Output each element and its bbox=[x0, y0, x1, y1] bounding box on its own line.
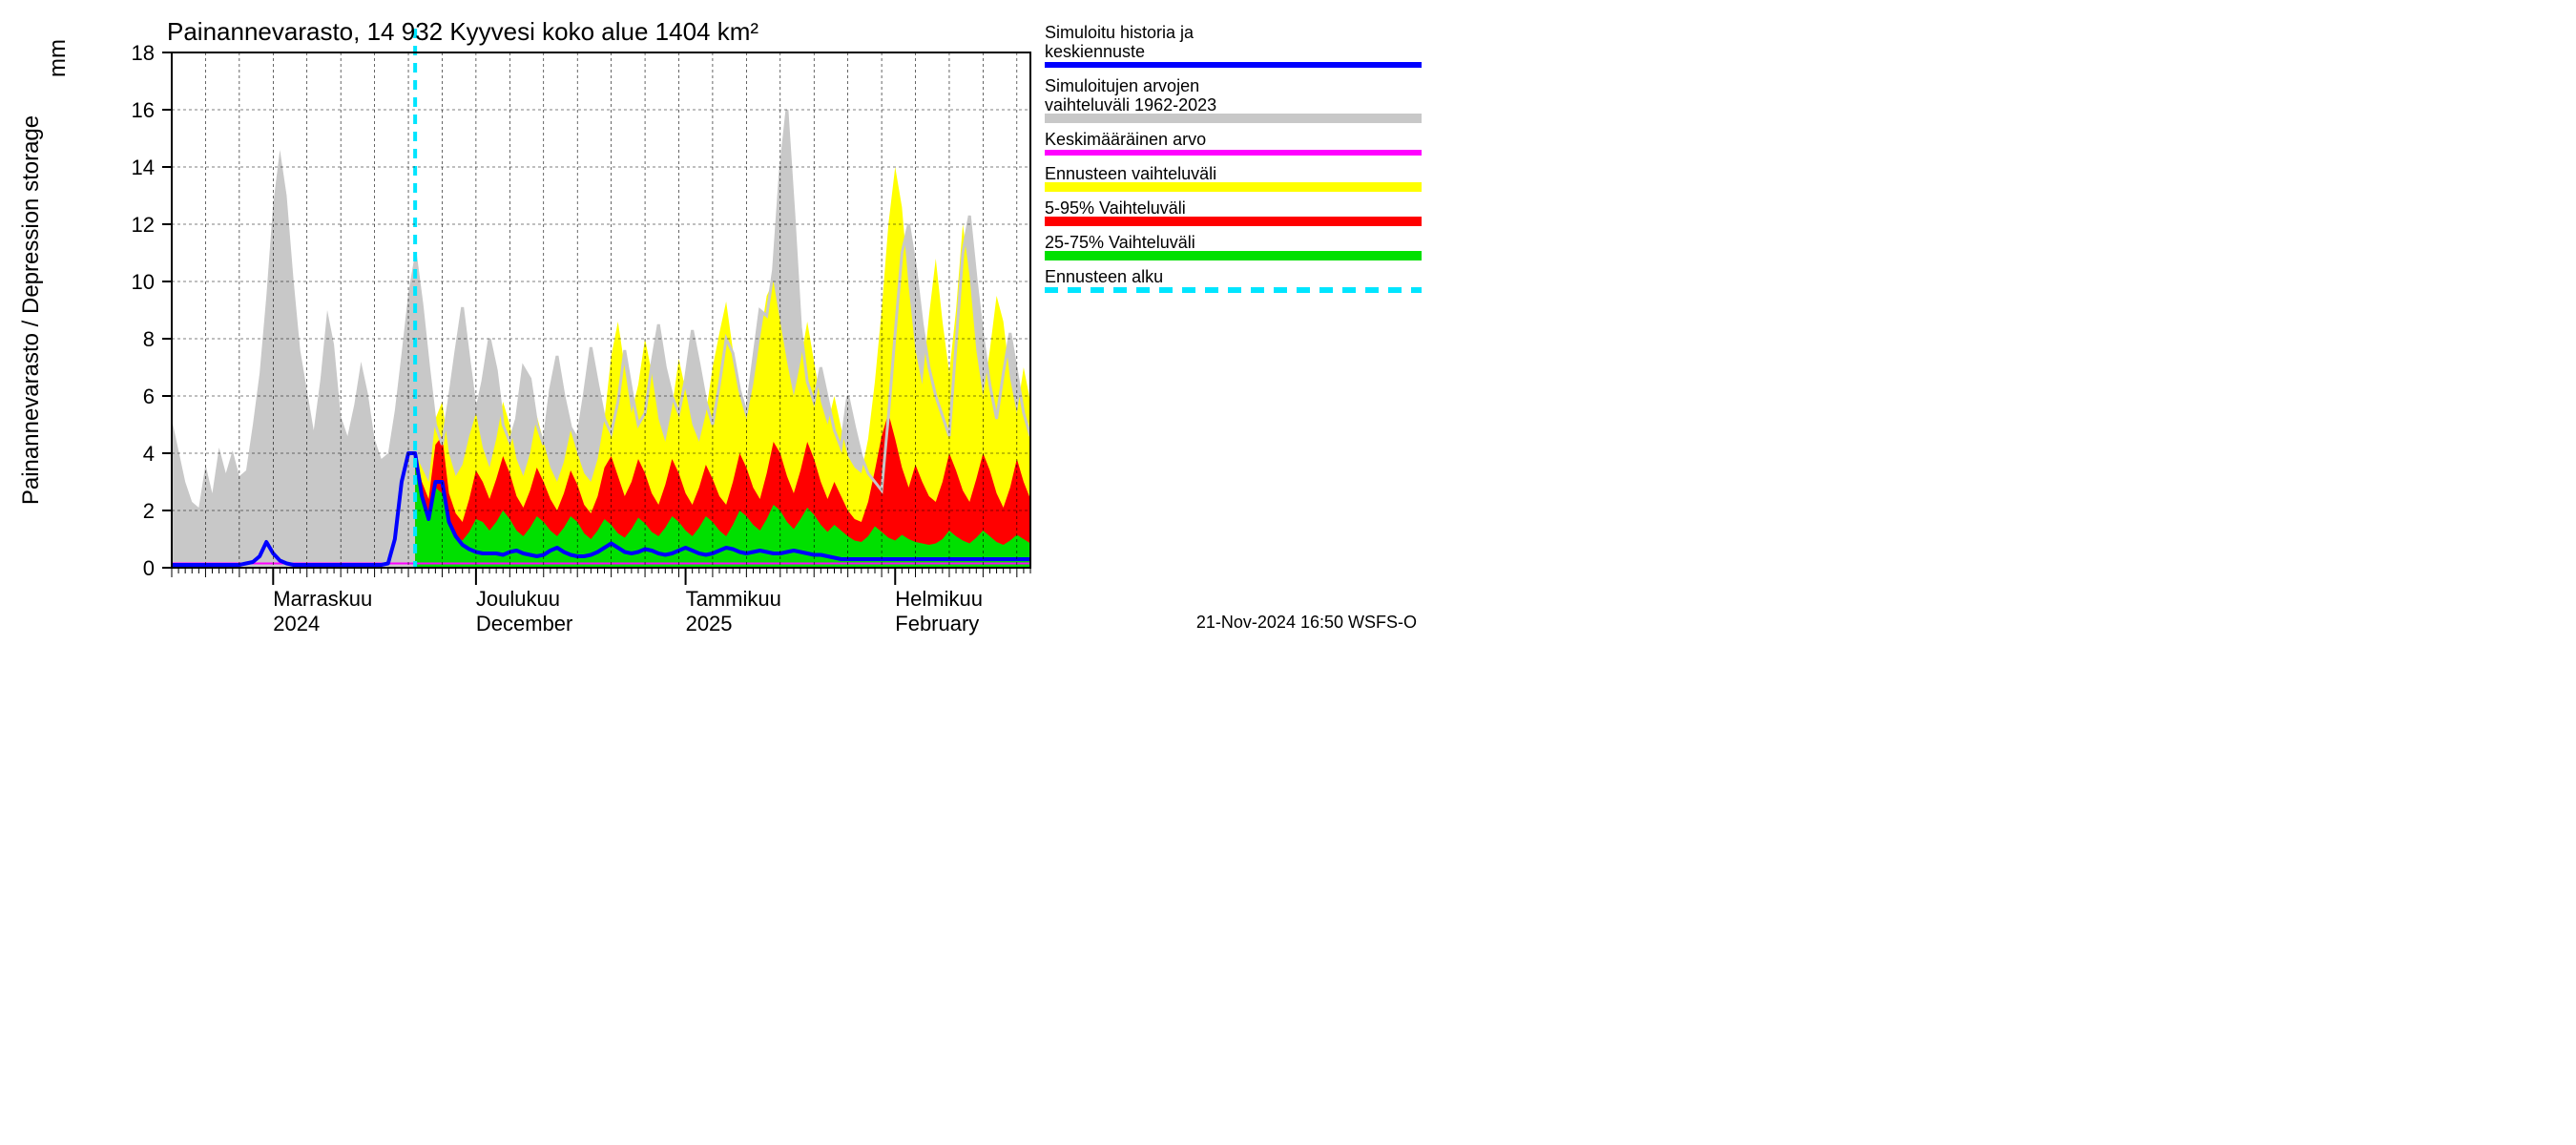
y-tick-label: 4 bbox=[143, 442, 155, 466]
y-axis-label: Painannevarasto / Depression storage bbox=[18, 115, 44, 505]
legend-label: Ennusteen vaihteluväli bbox=[1045, 164, 1216, 183]
legend-label: Simuloitu historia ja bbox=[1045, 23, 1195, 42]
legend-swatch-bar bbox=[1045, 251, 1422, 260]
chart-title: Painannevarasto, 14 932 Kyyvesi koko alu… bbox=[167, 17, 758, 46]
y-tick-label: 16 bbox=[132, 98, 155, 122]
month-label-bot: December bbox=[476, 612, 572, 635]
legend-label: Simuloitujen arvojen bbox=[1045, 76, 1199, 95]
month-label-bot: February bbox=[895, 612, 979, 635]
y-tick-label: 0 bbox=[143, 556, 155, 580]
month-label-top: Tammikuu bbox=[686, 587, 781, 611]
y-tick-label: 14 bbox=[132, 156, 155, 179]
legend-label: Keskimääräinen arvo bbox=[1045, 130, 1206, 149]
legend-label: vaihteluväli 1962-2023 bbox=[1045, 95, 1216, 114]
y-tick-label: 10 bbox=[132, 270, 155, 294]
month-label-bot: 2025 bbox=[686, 612, 733, 635]
month-label-bot: 2024 bbox=[273, 612, 320, 635]
legend-label: Ennusteen alku bbox=[1045, 267, 1163, 286]
y-tick-label: 12 bbox=[132, 213, 155, 237]
legend-swatch-bar bbox=[1045, 114, 1422, 123]
month-label-top: Helmikuu bbox=[895, 587, 983, 611]
legend-label: 5-95% Vaihteluväli bbox=[1045, 198, 1186, 218]
y-tick-label: 8 bbox=[143, 327, 155, 351]
chart-container: 0 2 4 6 8 10 12 14 16 18 Marraskuu2024 JoulukuuDece… bbox=[0, 0, 1431, 649]
legend-swatch-bar bbox=[1045, 182, 1422, 192]
month-label-top: Joulukuu bbox=[476, 587, 560, 611]
legend-label: 25-75% Vaihteluväli bbox=[1045, 233, 1195, 252]
legend-label: keskiennuste bbox=[1045, 42, 1145, 61]
y-tick-label: 6 bbox=[143, 385, 155, 408]
footer-text: 21-Nov-2024 16:50 WSFS-O bbox=[1196, 613, 1417, 632]
month-label-top: Marraskuu bbox=[273, 587, 372, 611]
y-tick-label: 2 bbox=[143, 499, 155, 523]
y-tick-label: 18 bbox=[132, 41, 155, 65]
y-axis-unit: mm bbox=[45, 39, 71, 77]
legend-swatch-bar bbox=[1045, 217, 1422, 226]
chart-svg: 0 2 4 6 8 10 12 14 16 18 Marraskuu2024 JoulukuuDece… bbox=[0, 0, 1431, 649]
